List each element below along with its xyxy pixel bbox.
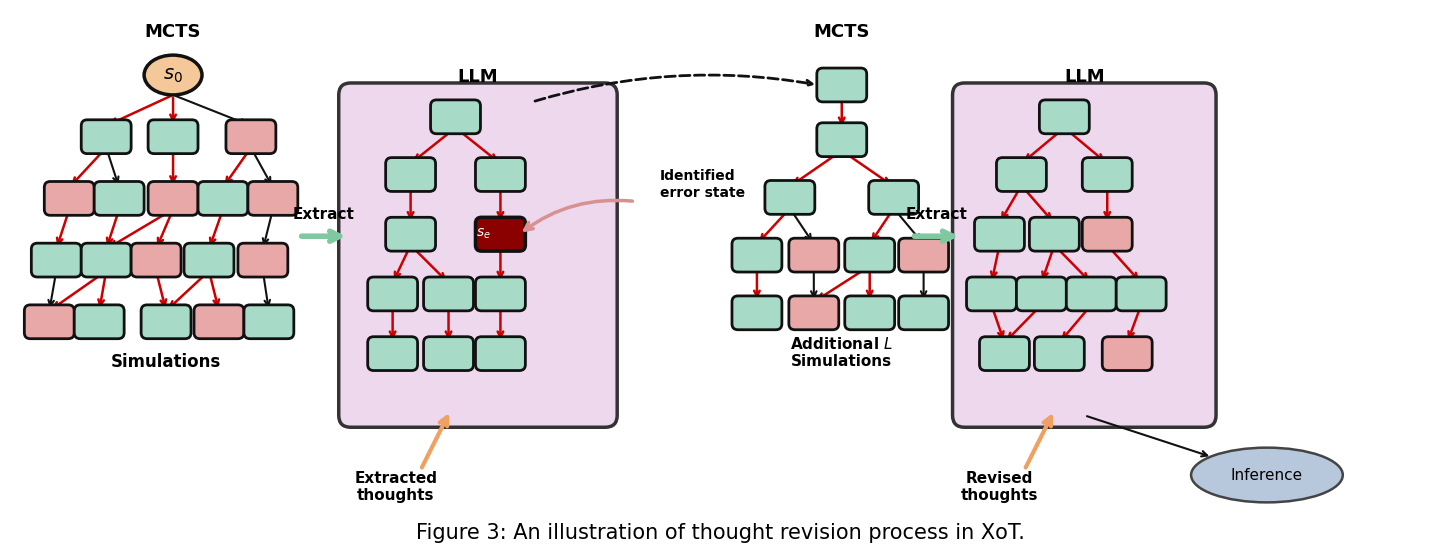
FancyBboxPatch shape bbox=[1083, 157, 1132, 191]
FancyBboxPatch shape bbox=[386, 157, 435, 191]
Text: Figure 3: An illustration of thought revision process in XoT.: Figure 3: An illustration of thought rev… bbox=[416, 523, 1024, 543]
Text: LLM: LLM bbox=[458, 68, 498, 86]
Text: MCTS: MCTS bbox=[145, 23, 202, 41]
FancyBboxPatch shape bbox=[732, 296, 782, 330]
FancyBboxPatch shape bbox=[475, 337, 526, 370]
Text: Additional $L$
Simulations: Additional $L$ Simulations bbox=[791, 336, 893, 369]
FancyBboxPatch shape bbox=[431, 100, 481, 134]
FancyBboxPatch shape bbox=[94, 181, 144, 215]
FancyBboxPatch shape bbox=[732, 238, 782, 272]
FancyBboxPatch shape bbox=[816, 123, 867, 157]
FancyBboxPatch shape bbox=[868, 181, 919, 214]
FancyBboxPatch shape bbox=[1034, 337, 1084, 370]
FancyBboxPatch shape bbox=[32, 243, 81, 277]
FancyBboxPatch shape bbox=[24, 305, 75, 339]
FancyBboxPatch shape bbox=[475, 277, 526, 311]
FancyBboxPatch shape bbox=[952, 83, 1215, 427]
Text: Extracted
thoughts: Extracted thoughts bbox=[354, 471, 438, 503]
FancyBboxPatch shape bbox=[45, 181, 94, 215]
FancyBboxPatch shape bbox=[386, 217, 435, 251]
Text: Inference: Inference bbox=[1231, 468, 1303, 483]
FancyBboxPatch shape bbox=[184, 243, 233, 277]
FancyBboxPatch shape bbox=[1067, 277, 1116, 311]
Text: Extract: Extract bbox=[906, 207, 968, 222]
FancyBboxPatch shape bbox=[475, 217, 526, 251]
Text: Extract: Extract bbox=[292, 207, 354, 222]
FancyBboxPatch shape bbox=[81, 120, 131, 153]
FancyBboxPatch shape bbox=[81, 243, 131, 277]
FancyBboxPatch shape bbox=[1017, 277, 1067, 311]
FancyBboxPatch shape bbox=[75, 305, 124, 339]
FancyBboxPatch shape bbox=[199, 181, 248, 215]
FancyBboxPatch shape bbox=[423, 277, 474, 311]
FancyBboxPatch shape bbox=[845, 296, 894, 330]
FancyBboxPatch shape bbox=[141, 305, 192, 339]
FancyBboxPatch shape bbox=[367, 277, 418, 311]
Text: MCTS: MCTS bbox=[814, 23, 870, 41]
FancyBboxPatch shape bbox=[1040, 100, 1089, 134]
FancyBboxPatch shape bbox=[238, 243, 288, 277]
FancyBboxPatch shape bbox=[789, 296, 838, 330]
FancyBboxPatch shape bbox=[899, 296, 949, 330]
FancyBboxPatch shape bbox=[979, 337, 1030, 370]
FancyBboxPatch shape bbox=[845, 238, 894, 272]
FancyBboxPatch shape bbox=[248, 181, 298, 215]
Text: Identified
error state: Identified error state bbox=[660, 170, 746, 200]
FancyBboxPatch shape bbox=[789, 238, 838, 272]
FancyBboxPatch shape bbox=[975, 217, 1024, 251]
FancyBboxPatch shape bbox=[148, 120, 199, 153]
FancyBboxPatch shape bbox=[996, 157, 1047, 191]
FancyBboxPatch shape bbox=[148, 181, 199, 215]
FancyBboxPatch shape bbox=[475, 157, 526, 191]
FancyBboxPatch shape bbox=[226, 120, 276, 153]
FancyBboxPatch shape bbox=[899, 238, 949, 272]
FancyBboxPatch shape bbox=[765, 181, 815, 214]
FancyBboxPatch shape bbox=[338, 83, 618, 427]
Text: $s_0$: $s_0$ bbox=[163, 66, 183, 85]
FancyBboxPatch shape bbox=[816, 68, 867, 102]
FancyBboxPatch shape bbox=[243, 305, 294, 339]
FancyBboxPatch shape bbox=[1083, 217, 1132, 251]
FancyBboxPatch shape bbox=[367, 337, 418, 370]
Ellipse shape bbox=[1191, 448, 1342, 503]
FancyBboxPatch shape bbox=[194, 305, 243, 339]
Text: Revised
thoughts: Revised thoughts bbox=[960, 471, 1038, 503]
FancyBboxPatch shape bbox=[1102, 337, 1152, 370]
Ellipse shape bbox=[144, 55, 202, 95]
Text: $s_e$: $s_e$ bbox=[475, 227, 491, 241]
Text: LLM: LLM bbox=[1064, 68, 1104, 86]
FancyBboxPatch shape bbox=[131, 243, 181, 277]
FancyBboxPatch shape bbox=[1030, 217, 1080, 251]
Text: Simulations: Simulations bbox=[111, 353, 222, 371]
FancyBboxPatch shape bbox=[966, 277, 1017, 311]
FancyBboxPatch shape bbox=[423, 337, 474, 370]
FancyBboxPatch shape bbox=[1116, 277, 1166, 311]
